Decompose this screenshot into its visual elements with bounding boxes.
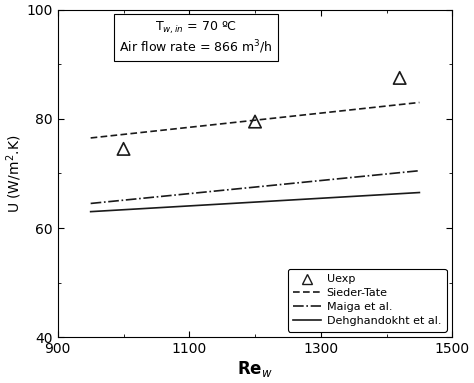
Text: T$_{w,in}$ = 70 ºC
Air flow rate = 866 m$^3$/h: T$_{w,in}$ = 70 ºC Air flow rate = 866 m… <box>119 20 273 56</box>
Legend: Uexp, Sieder-Tate, Maiga et al., Dehghandokht et al.: Uexp, Sieder-Tate, Maiga et al., Dehghan… <box>288 269 447 332</box>
Point <box>251 118 259 124</box>
Point <box>396 75 403 81</box>
X-axis label: Re$_w$: Re$_w$ <box>237 359 273 379</box>
Y-axis label: U (W/m$^2$.K): U (W/m$^2$.K) <box>4 134 24 213</box>
Point <box>120 146 128 152</box>
